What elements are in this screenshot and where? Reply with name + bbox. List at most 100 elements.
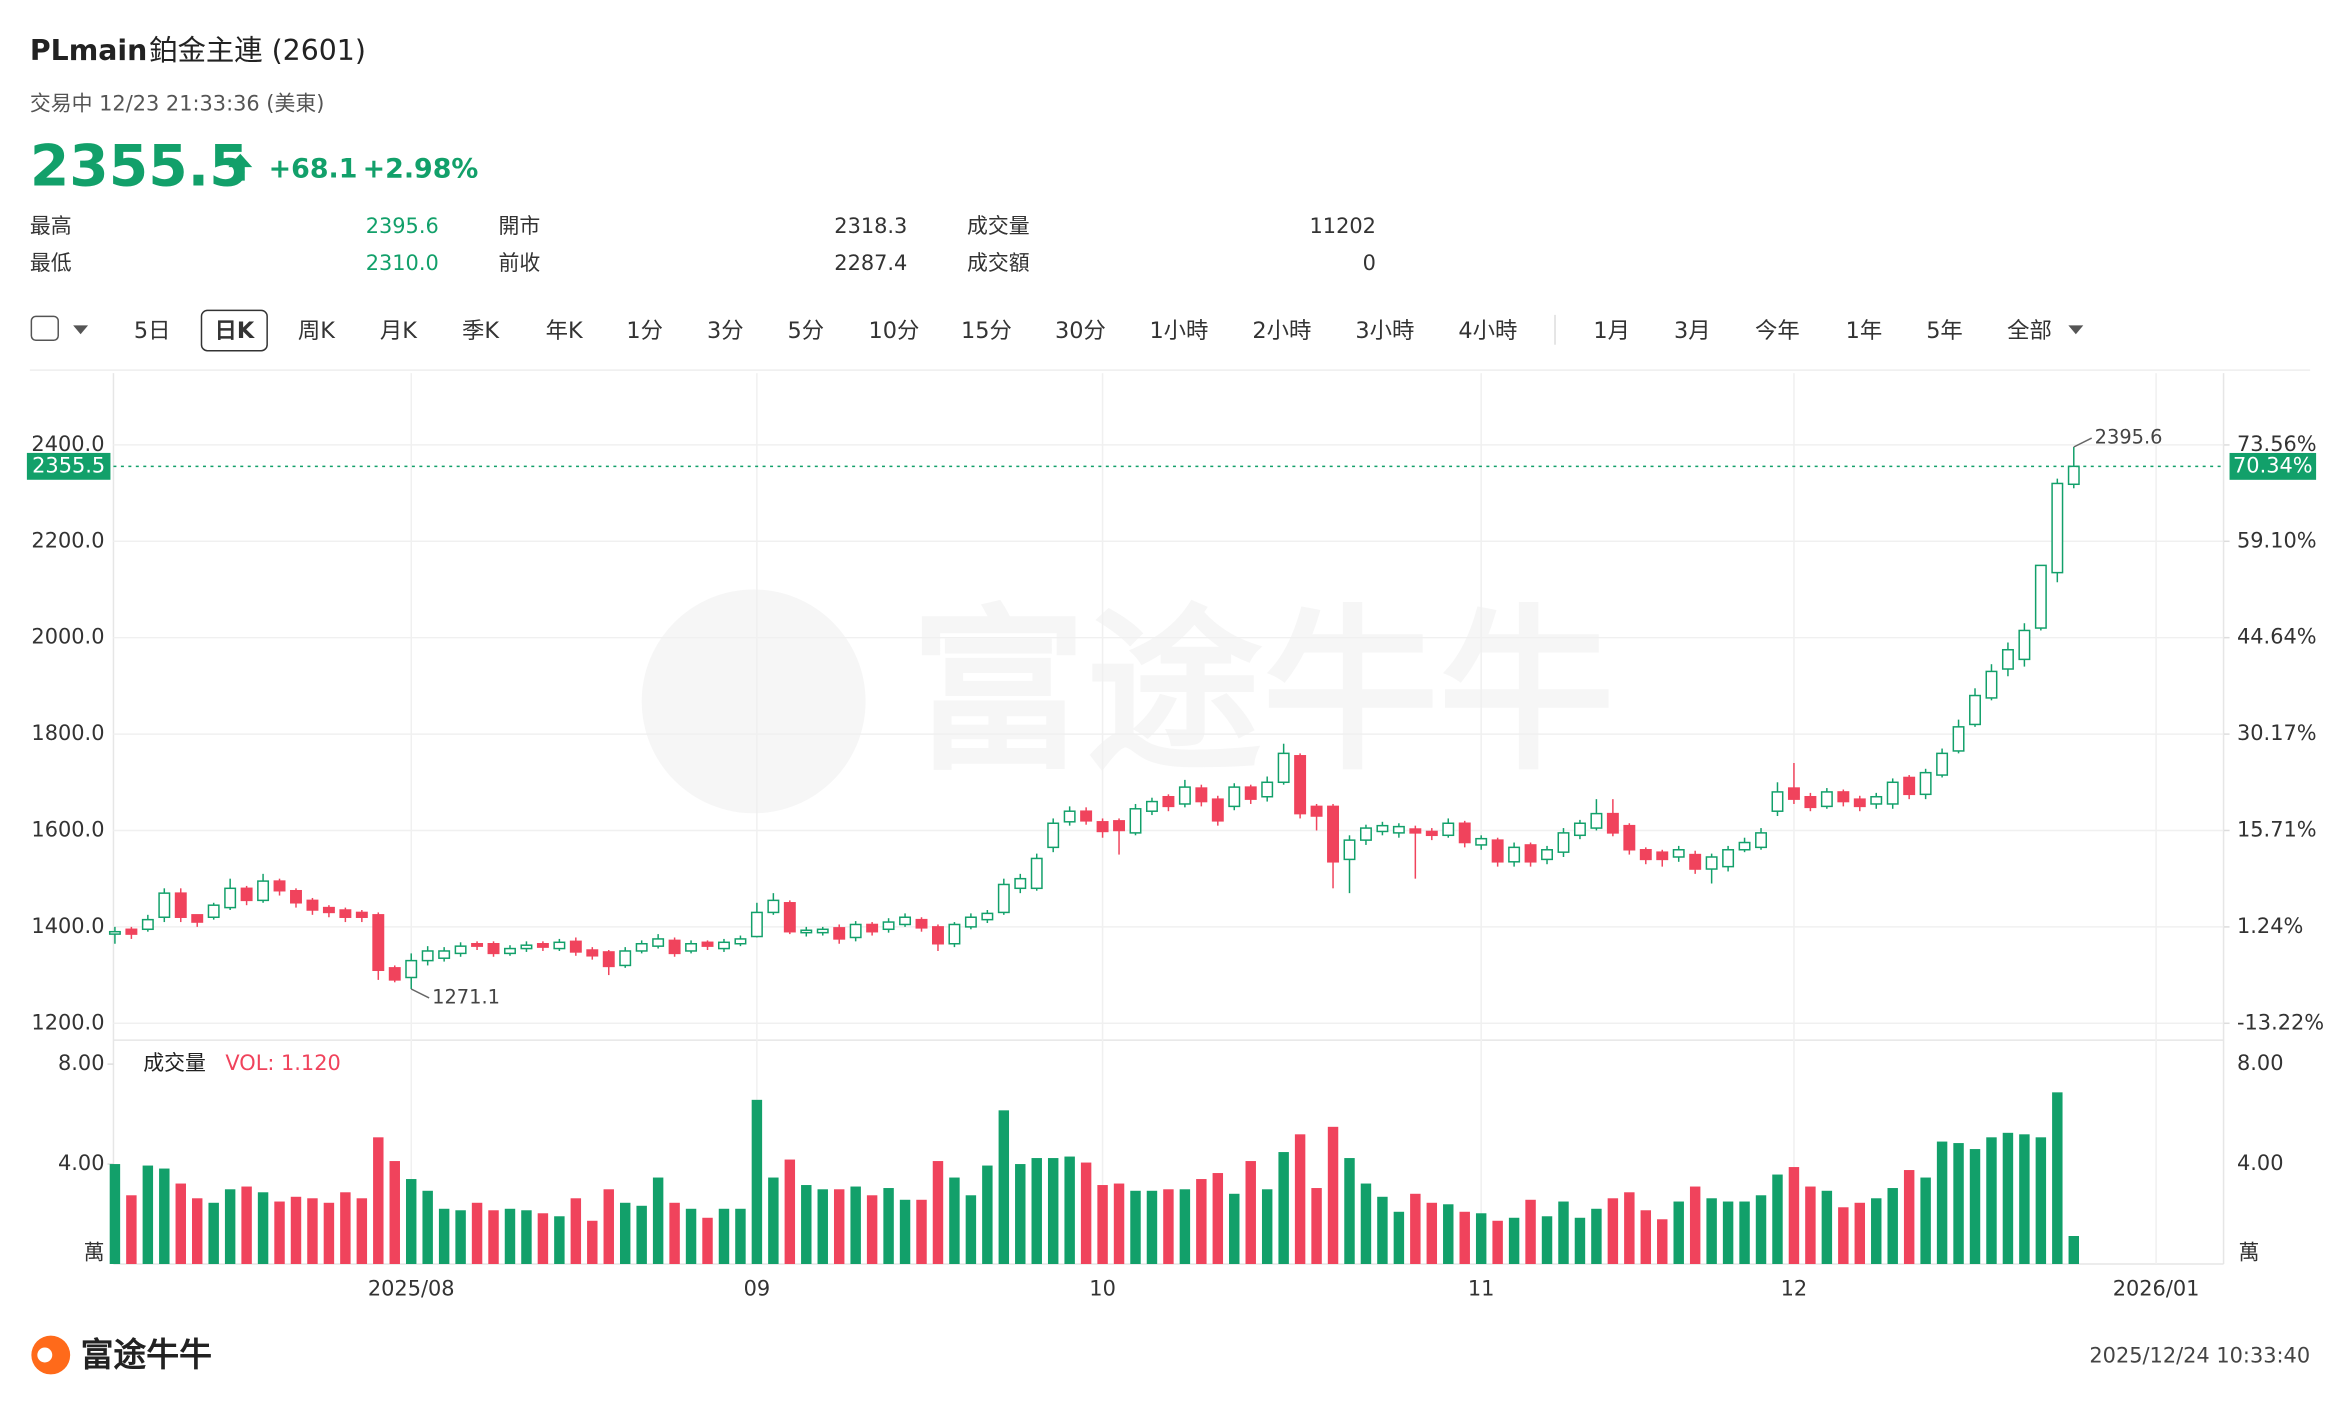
volume-bar — [307, 1198, 318, 1264]
candle-body — [1903, 776, 1916, 796]
toolbar-item[interactable]: 季K — [462, 318, 500, 344]
toolbar-item[interactable]: 4小時 — [1458, 318, 1517, 344]
x-tick-label: 12 — [1781, 1276, 1808, 1300]
low-pointer — [410, 988, 430, 999]
y-tick-label: 2000.0 — [31, 625, 104, 649]
volume-bar — [1327, 1126, 1339, 1264]
toolbar-item[interactable]: 1年 — [1846, 318, 1883, 344]
candle-body — [767, 899, 780, 914]
toolbar-item[interactable]: 周K — [298, 318, 336, 344]
toolbar-item[interactable]: 5年 — [1926, 318, 1963, 344]
volume-bar — [1838, 1207, 1849, 1264]
candle-body — [1211, 798, 1224, 822]
candle-body — [306, 899, 319, 911]
candle-body — [602, 951, 615, 968]
volume-bar — [537, 1213, 549, 1264]
toolbar-item[interactable]: 30分 — [1055, 318, 1106, 344]
candle-body — [1639, 849, 1652, 861]
candle-body — [355, 911, 368, 918]
toolbar-item[interactable]: 3月 — [1674, 318, 1711, 344]
volume-bar — [521, 1210, 532, 1264]
toolbar-item[interactable]: 日K — [214, 318, 255, 344]
volume-bar — [1492, 1220, 1503, 1264]
candle-body — [1787, 787, 1800, 800]
volume-bar — [1047, 1158, 1059, 1264]
x-tick-label: 09 — [744, 1276, 771, 1300]
candle-body — [1672, 849, 1685, 858]
candle-body — [2067, 465, 2080, 486]
volume-bar — [833, 1189, 845, 1264]
volume-bar — [1163, 1189, 1174, 1264]
volume-bar — [1031, 1158, 1042, 1264]
candle-body — [1886, 781, 1899, 805]
candle-body — [1442, 822, 1455, 837]
volume-bar — [504, 1208, 516, 1264]
y-tick-label: 2200.0 — [31, 528, 104, 552]
candle-body — [1508, 846, 1521, 863]
toolbar-item[interactable]: 2小時 — [1252, 318, 1311, 344]
stat-value: 2287.4 — [834, 251, 907, 275]
toolbar-item[interactable]: 3小時 — [1355, 318, 1414, 344]
candle-body — [652, 938, 665, 947]
candle-body — [1755, 832, 1767, 849]
volume-bar — [340, 1192, 351, 1264]
volume-bar — [1821, 1190, 1833, 1264]
candle-body — [1294, 755, 1307, 815]
volume-bar — [1574, 1217, 1586, 1264]
toolbar-item[interactable]: 全部 — [2007, 318, 2052, 344]
candle-body — [405, 959, 418, 979]
candle-body — [1491, 839, 1504, 863]
candle-body — [388, 967, 401, 981]
toolbar-item[interactable]: 10分 — [868, 318, 919, 344]
toolbar-item[interactable]: 1月 — [1593, 318, 1630, 344]
volume-bar — [1525, 1199, 1536, 1264]
volume-bar — [1311, 1188, 1322, 1264]
last-price-badge — [26, 452, 111, 480]
watermark: 富途牛牛 — [641, 589, 1615, 814]
volume-bar — [1377, 1196, 1388, 1264]
stat-label: 最低 — [30, 251, 72, 275]
toolbar-item[interactable]: 今年 — [1755, 318, 1800, 344]
toolbar-item[interactable]: 15分 — [961, 318, 1012, 344]
toolbar-item[interactable]: 月K — [380, 318, 418, 344]
candle-body — [2018, 629, 2031, 661]
volume-bar — [1294, 1134, 1306, 1264]
toolbar-item[interactable]: 3分 — [707, 318, 744, 344]
stat-value: 11202 — [1310, 214, 1376, 238]
volume-bar — [751, 1099, 763, 1264]
candle-body — [553, 941, 566, 950]
volume-bar — [669, 1202, 680, 1264]
candle-body — [866, 923, 879, 933]
toolbar-item[interactable]: 年K — [546, 318, 584, 344]
candle-body — [734, 938, 747, 945]
toolbar-item[interactable]: 1小時 — [1149, 318, 1208, 344]
volume-bar — [323, 1202, 335, 1264]
candle-body — [240, 887, 253, 902]
volume-bar — [1393, 1211, 1405, 1264]
dropdown — [2068, 325, 2084, 335]
y-tick-label: 1200.0 — [31, 1010, 104, 1034]
toolbar-item[interactable]: 1分 — [626, 318, 663, 344]
candle-body — [1409, 828, 1422, 834]
candle-body — [882, 921, 895, 931]
volume-bar — [1146, 1190, 1158, 1264]
candle-body — [1590, 812, 1603, 829]
candle-body — [1327, 805, 1340, 863]
toolbar-item[interactable]: 5日 — [134, 318, 171, 344]
candle-body — [668, 939, 681, 955]
watermark-text: 富途牛牛 — [910, 590, 1614, 795]
candle-body — [915, 918, 928, 929]
candle-body — [1820, 791, 1833, 808]
volume-bar — [1245, 1161, 1256, 1264]
volume-bar — [1805, 1186, 1816, 1264]
candle-body — [2001, 648, 2014, 670]
candle-body — [1524, 844, 1537, 863]
candle-body — [438, 950, 451, 959]
volume-bar — [422, 1190, 433, 1264]
toolbar-item[interactable]: 5分 — [788, 318, 825, 344]
candle-body — [1870, 795, 1883, 805]
candle-body — [487, 943, 500, 955]
candle-body — [1557, 832, 1570, 853]
candle-body — [191, 914, 204, 923]
